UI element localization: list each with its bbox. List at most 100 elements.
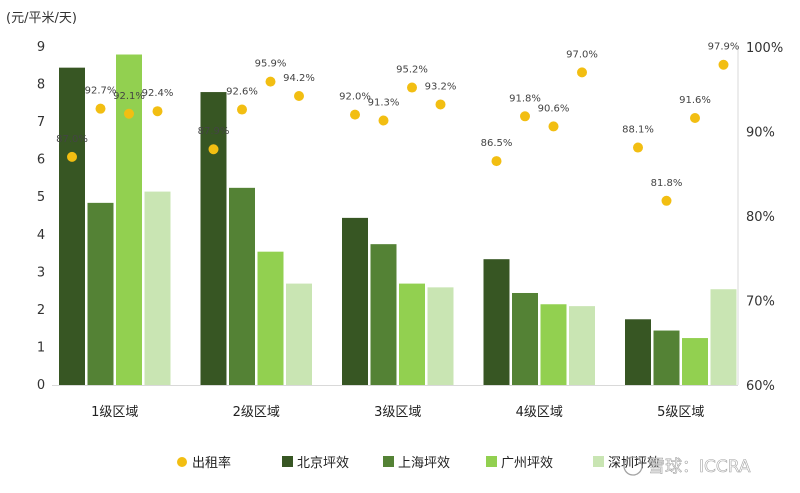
y-tick-label: 3	[37, 265, 45, 280]
watermark-logo-icon	[623, 456, 643, 476]
occupancy-point	[577, 67, 587, 78]
y-tick-label: 0	[37, 378, 45, 393]
occupancy-data-label: 88.1%	[622, 125, 654, 136]
occupancy-point	[95, 103, 106, 114]
occupancy-point	[520, 111, 530, 122]
legend-marker	[282, 456, 293, 467]
occupancy-data-label: 87.0%	[56, 134, 88, 145]
occupancy-data-label: 92.1%	[113, 91, 145, 102]
category-labels: 1级区域 2级区域 3级区域 4级区域 5级区域	[91, 405, 704, 420]
bar-2-cat-3	[370, 244, 397, 385]
bar-4-cat-1	[144, 191, 171, 385]
occupancy-data-label: 95.2%	[396, 65, 428, 76]
legend-label: 上海坪效	[398, 456, 450, 471]
bar-4-cat-2	[286, 283, 312, 385]
bar-1-cat-4	[483, 259, 510, 385]
legend-marker	[486, 456, 497, 467]
occupancy-point	[350, 109, 360, 120]
occupancy-point	[718, 59, 729, 70]
occupancy-point	[208, 144, 219, 155]
occupancy-points-group: 87.0% 92.7%92.1%92.4% 87.9% 92.6% 95.9% 94.2%…	[56, 42, 739, 206]
legend-label: 深圳坪效	[608, 456, 660, 471]
y-tick-label: 8	[37, 78, 45, 93]
occupancy-data-label: 92.4%	[142, 88, 174, 99]
y-tick-label: 4	[37, 228, 45, 243]
y-tick-label: 5	[37, 190, 45, 205]
occupancy-point	[265, 76, 276, 87]
occupancy-data-label: 93.2%	[425, 81, 457, 92]
category-label: 1级区域	[91, 405, 138, 420]
occupancy-point	[548, 121, 559, 132]
occupancy-data-label: 94.2%	[283, 73, 315, 84]
bar-3-cat-5	[682, 338, 708, 385]
bar-3-cat-2	[257, 251, 284, 385]
occupancy-data-label: 97.0%	[566, 49, 598, 60]
y-tick-label: 1	[37, 340, 45, 355]
occupancy-point	[294, 91, 304, 102]
legend-marker	[383, 456, 394, 467]
occupancy-point	[633, 142, 643, 153]
watermark-text: 雪球：ICCRA	[648, 457, 751, 477]
y-tick-label: 2	[37, 303, 45, 318]
right-axis-ticks: 60% 70% 80% 90% 100%	[746, 41, 783, 394]
occupancy-point	[152, 106, 163, 117]
category-label: 5级区域	[657, 405, 704, 420]
bar-1-cat-1	[59, 67, 85, 386]
legend: 出租率 北京坪效 上海坪效 广州坪效 深圳坪效	[177, 455, 660, 471]
bar-3-cat-3	[399, 283, 425, 385]
bar-1-cat-3	[342, 217, 368, 385]
occupancy-point	[237, 104, 247, 115]
occupancy-data-label: 90.6%	[538, 103, 570, 114]
bar-3-cat-4	[540, 304, 567, 385]
bar-2-cat-1	[87, 202, 114, 385]
legend-marker	[177, 457, 187, 467]
watermark: 雪球：ICCRA	[623, 456, 751, 477]
occupancy-point	[124, 108, 134, 119]
legend-label: 北京坪效	[297, 456, 349, 471]
occupancy-data-label: 92.0%	[339, 92, 371, 103]
legend-label: 出租率	[192, 455, 231, 471]
occupancy-point	[690, 112, 700, 123]
occupancy-data-label: 95.9%	[255, 59, 287, 70]
bar-2-cat-2	[229, 187, 255, 385]
left-axis-unit-label: (元/平米/天)	[6, 11, 77, 26]
occupancy-point	[67, 151, 77, 162]
y-tick-label: 6	[37, 153, 45, 168]
bar-4-cat-4	[569, 306, 595, 385]
occupancy-data-label: 92.6%	[226, 87, 258, 98]
occupancy-data-label: 87.9%	[198, 126, 230, 137]
y2-tick-label: 60%	[746, 379, 775, 394]
occupancy-point	[661, 195, 672, 206]
occupancy-point	[407, 82, 417, 93]
legend-label: 广州坪效	[501, 456, 553, 471]
y-tick-label: 7	[37, 115, 45, 130]
bar-1-cat-2	[200, 92, 227, 386]
y2-tick-label: 70%	[746, 295, 775, 310]
category-label: 2级区域	[233, 405, 280, 420]
legend-marker	[593, 456, 604, 467]
occupancy-data-label: 91.6%	[679, 95, 711, 106]
category-label: 3级区域	[374, 405, 421, 420]
occupancy-data-label: 91.3%	[368, 98, 400, 109]
y-tick-label: 9	[37, 40, 45, 55]
bar-3-cat-1	[116, 54, 142, 386]
bar-2-cat-5	[653, 330, 680, 385]
bar-2-cat-4	[512, 292, 538, 385]
occupancy-point	[378, 115, 389, 126]
bar-1-cat-5	[625, 319, 651, 385]
occupancy-point	[435, 99, 446, 110]
occupancy-point	[491, 156, 502, 167]
category-label: 4级区域	[516, 405, 563, 420]
bar-4-cat-3	[427, 287, 454, 385]
occupancy-data-label: 92.7%	[85, 86, 117, 97]
occupancy-data-label: 86.5%	[481, 138, 513, 149]
y2-tick-label: 100%	[746, 41, 783, 56]
y2-tick-label: 80%	[746, 210, 775, 225]
occupancy-data-label: 91.8%	[509, 93, 541, 104]
bar-4-cat-5	[710, 289, 737, 385]
y2-tick-label: 90%	[746, 126, 775, 141]
bar-series-group	[59, 54, 737, 386]
occupancy-data-label: 97.9%	[708, 42, 740, 53]
left-axis-ticks: 0 1 2 3 4 5 6 7 8 9	[37, 40, 45, 393]
occupancy-data-label: 81.8%	[651, 178, 683, 189]
